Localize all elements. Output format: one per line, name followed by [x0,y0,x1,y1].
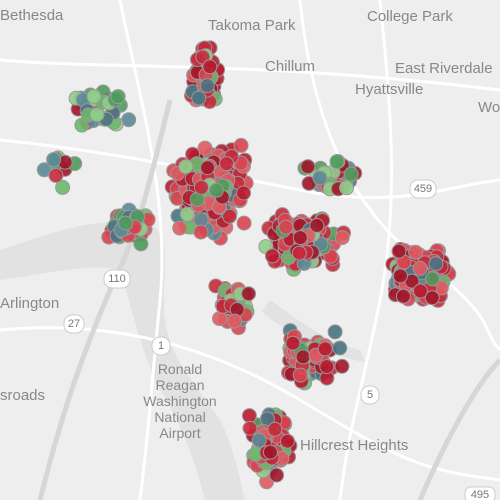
marker[interactable] [55,179,71,195]
airport-label: Reagan [155,377,204,393]
marker[interactable] [178,159,194,175]
route-shield: 495 [471,489,489,500]
marker[interactable] [86,89,102,104]
marker[interactable] [300,159,316,175]
marker[interactable] [285,335,301,351]
marker[interactable] [219,156,234,172]
river [0,221,245,500]
place-label: Takoma Park [208,17,296,34]
marker[interactable] [280,433,295,449]
route-shield: 5 [367,389,373,401]
marker[interactable] [428,256,444,272]
marker[interactable] [48,168,64,183]
marker[interactable] [233,137,249,153]
marker[interactable] [292,367,308,383]
marker[interactable] [251,432,267,448]
marker[interactable] [193,224,209,240]
marker[interactable] [199,78,215,94]
place-label: College Park [367,8,453,25]
airport-label: Airport [159,425,200,441]
marker[interactable] [424,290,440,306]
marker[interactable] [110,89,126,105]
airport-label: National [154,409,205,425]
place-label: Hyattsville [355,81,423,98]
marker[interactable] [412,260,428,276]
marker[interactable] [334,358,350,374]
marker[interactable] [312,170,328,186]
route-shield: 459 [414,183,432,195]
marker[interactable] [212,311,227,327]
marker[interactable] [334,230,350,246]
place-label: Chillum [265,58,315,75]
marker[interactable] [269,467,285,483]
marker[interactable] [200,160,216,176]
marker[interactable] [395,288,411,304]
highways [37,99,500,500]
marker[interactable] [197,140,213,156]
marker[interactable] [208,182,224,198]
marker[interactable] [343,166,359,182]
marker[interactable] [295,349,311,365]
marker[interactable] [193,212,209,228]
marker[interactable] [241,286,257,302]
place-label: East Riverdale [395,60,493,77]
marker[interactable] [133,236,149,252]
marker[interactable] [339,180,354,196]
marker[interactable] [242,420,258,436]
marker[interactable] [191,90,207,106]
marker[interactable] [241,408,257,424]
airport-label: Ronald [158,361,202,377]
airport-label: Washington [143,393,216,409]
markers [36,40,457,490]
marker[interactable] [425,271,441,287]
marker[interactable] [412,283,428,299]
marker[interactable] [319,359,335,375]
marker[interactable] [291,245,307,261]
marker[interactable] [179,206,195,222]
marker[interactable] [329,154,345,170]
place-label: Bethesda [0,7,64,24]
marker[interactable] [193,179,209,195]
marker[interactable] [202,59,218,75]
place-label: sroads [0,387,45,404]
place-label: Hillcrest Heights [300,437,408,454]
shields: 459 110 27 1 5 495 [63,179,496,500]
place-label: Wo [478,99,500,116]
marker[interactable] [46,152,62,168]
marker[interactable] [317,341,333,357]
marker[interactable] [118,215,134,231]
marker[interactable] [391,243,407,259]
marker[interactable] [332,340,348,356]
marker[interactable] [236,185,252,201]
route-shield: 1 [158,340,164,352]
marker[interactable] [264,248,280,264]
marker[interactable] [172,220,188,236]
marker[interactable] [262,444,278,460]
marker[interactable] [267,421,283,437]
marker[interactable] [408,244,424,260]
marker[interactable] [327,324,343,340]
marker[interactable] [309,218,325,233]
route-shield: 110 [108,273,126,285]
marker[interactable] [121,112,137,128]
marker[interactable] [392,268,408,284]
marker[interactable] [89,107,105,123]
marker[interactable] [222,208,238,224]
marker[interactable] [292,230,308,246]
route-shield: 27 [68,318,80,330]
place-label: Arlington [0,295,59,312]
marker[interactable] [278,219,294,235]
marker[interactable] [227,313,243,329]
marker[interactable] [236,215,252,231]
